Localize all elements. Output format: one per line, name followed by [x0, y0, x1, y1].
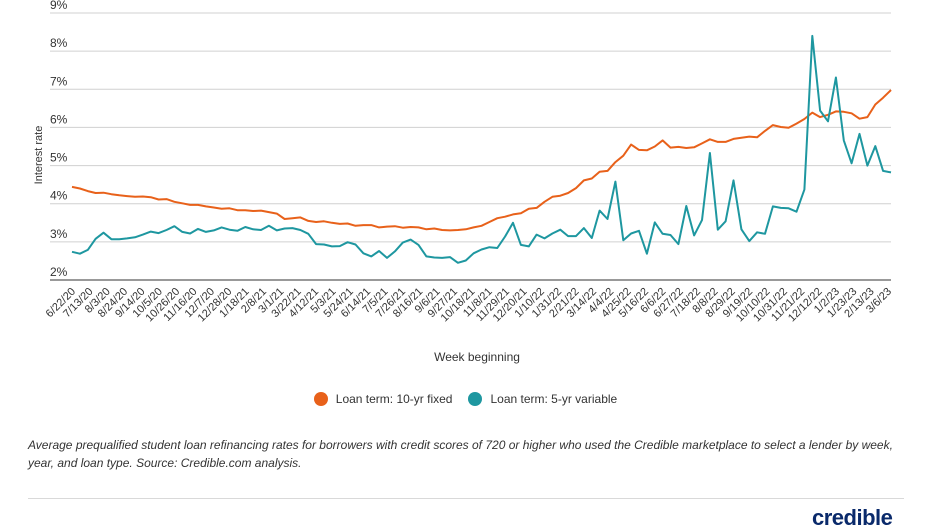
y-tick-label: 3%: [50, 227, 68, 241]
y-tick-label: 6%: [50, 112, 68, 126]
credible-logo: credible: [812, 505, 893, 530]
legend-item-variable: Loan term: 5-yr variable: [468, 392, 617, 406]
x-axis-ticks: 6/22/207/13/208/3/208/24/209/14/2010/5/2…: [44, 286, 894, 325]
series-lines: [71, 34, 892, 264]
y-axis-ticks: 9% 8% 7% 6% 5% 4% 3% 2%: [50, 0, 68, 279]
legend-swatch-variable: [468, 392, 483, 406]
y-tick-label: 4%: [50, 189, 68, 203]
legend-label-fixed: Loan term: 10-yr fixed: [335, 392, 453, 406]
legend-swatch-fixed: [313, 392, 328, 406]
x-axis-label: Week beginning: [434, 350, 520, 364]
line-chart: 9% 8% 7% 6% 5% 4% 3% 2% 6/22/207/13/208/3/208/2…: [33, 0, 894, 364]
y-tick-label: 2%: [50, 265, 68, 279]
y-tick-label: 9%: [50, 0, 68, 12]
series-line-10yr-fixed: [71, 89, 892, 232]
y-tick-label: 5%: [50, 151, 68, 165]
y-tick-label: 8%: [50, 36, 68, 50]
y-axis-label: Interest rate: [33, 126, 45, 185]
grid-lines: [50, 12, 891, 281]
chart-caption: Average prequalified student loan refina…: [28, 438, 893, 470]
footer-divider: [28, 498, 904, 499]
y-tick-label: 7%: [50, 74, 68, 88]
legend-label-variable: Loan term: 5-yr variable: [490, 392, 618, 406]
series-line-5yr-variable: [71, 34, 892, 264]
chart-legend: Loan term: 10-yr fixed Loan term: 5-yr v…: [0, 390, 931, 408]
legend-item-fixed: Loan term: 10-yr fixed: [313, 392, 453, 406]
